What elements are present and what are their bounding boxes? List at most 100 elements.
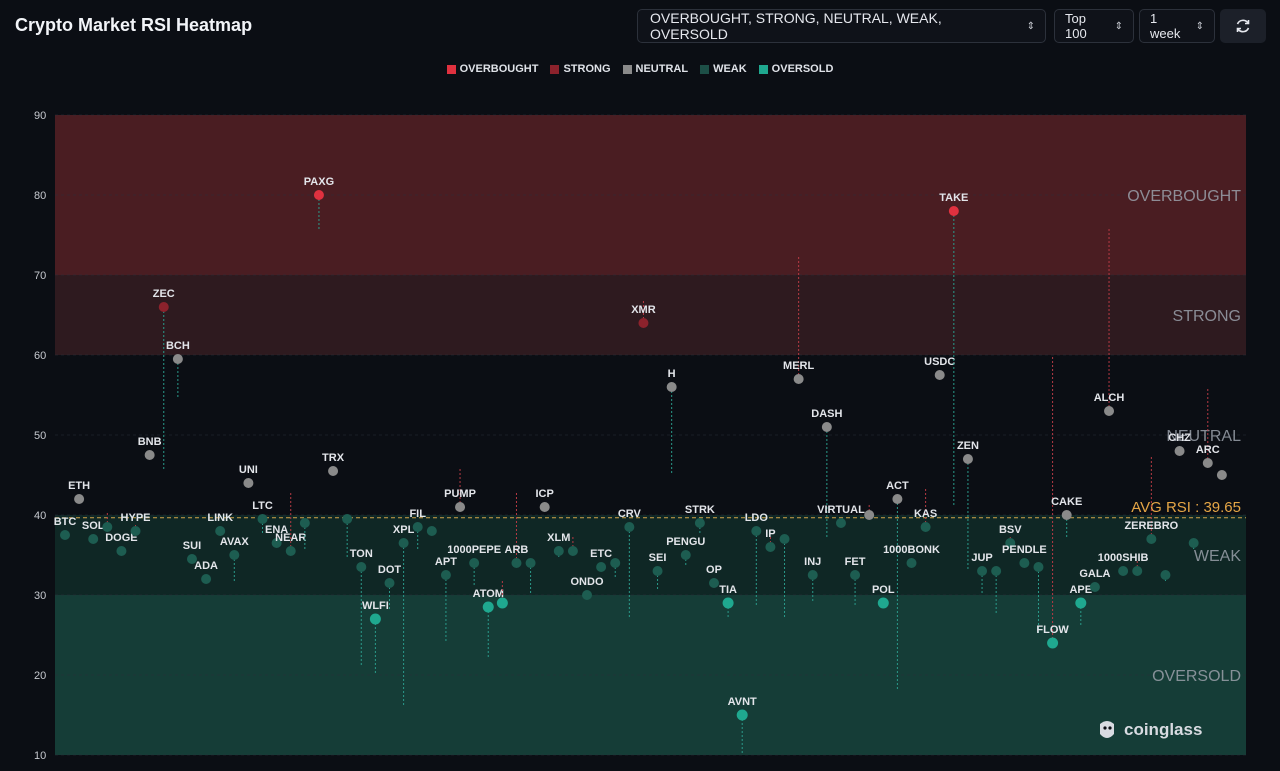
point-label-act: ACT	[886, 480, 909, 492]
point-dash	[821, 422, 832, 432]
point-jup	[977, 566, 988, 576]
rsi-filter-select[interactable]: OVERBOUGHT, STRONG, NEUTRAL, WEAK, OVERS…	[637, 9, 1046, 43]
point-label-eth: ETH	[68, 480, 90, 492]
point-label-ltc: LTC	[252, 500, 273, 512]
point-label-apt: APT	[435, 556, 457, 568]
point-label-zerebro: ZEREBRO	[1124, 520, 1178, 532]
point-label-ape: APE	[1069, 584, 1092, 596]
point-label-near: NEAR	[275, 532, 306, 544]
legend-item-oversold[interactable]: OVERSOLD	[758, 63, 834, 75]
zone-label-weak: WEAK	[1194, 548, 1241, 565]
point-label-bsv: BSV	[999, 524, 1022, 536]
point-trx2	[342, 514, 353, 524]
refresh-icon	[1236, 19, 1250, 33]
point-ena	[271, 538, 282, 548]
y-tick-label: 60	[34, 350, 46, 362]
zone-label-oversold: OVERSOLD	[1152, 668, 1241, 685]
point-xpl	[398, 538, 409, 548]
point-label-kas: KAS	[914, 508, 937, 520]
y-tick-label: 30	[34, 590, 46, 602]
point-zen	[962, 454, 973, 464]
point-label-xlm: XLM	[547, 532, 570, 544]
legend-label: WEAK	[713, 63, 747, 75]
point-trx	[328, 466, 339, 476]
point-btc	[60, 530, 70, 540]
point-label-jup: JUP	[971, 552, 992, 564]
point-label-chz: CHZ	[1168, 432, 1191, 444]
point-label-ton: TON	[350, 548, 373, 560]
point-sei	[652, 566, 663, 576]
legend-swatch	[446, 64, 456, 74]
point-tia	[722, 597, 734, 609]
point-label-sei: SEI	[649, 552, 667, 564]
refresh-button[interactable]	[1220, 9, 1266, 43]
point-label-flow: FLOW	[1036, 624, 1069, 636]
y-tick-label: 90	[34, 110, 46, 122]
legend-item-strong[interactable]: STRONG	[550, 63, 611, 75]
point-label-arc: ARC	[1196, 444, 1220, 456]
legend-label: OVERBOUGHT	[459, 63, 539, 75]
point-label-inj: INJ	[804, 556, 821, 568]
point-label-trx: TRX	[322, 452, 345, 464]
top-n-value: Top 100	[1065, 11, 1087, 41]
point-label-sui: SUI	[183, 540, 201, 552]
point-zec	[158, 302, 169, 312]
point-label-pump: PUMP	[444, 488, 476, 500]
point-ip2	[779, 534, 790, 544]
point-usdc	[934, 370, 945, 380]
coinglass-watermark: coinglass	[1096, 718, 1202, 742]
point-crv	[624, 522, 635, 532]
point-label-paxg: PAXG	[304, 176, 334, 188]
legend-swatch	[758, 64, 768, 74]
zone-strong	[55, 275, 1246, 355]
point-label-xmr: XMR	[631, 304, 656, 316]
point-pendle	[1019, 558, 1030, 568]
point-gala	[1089, 582, 1100, 592]
point-label-dash: DASH	[811, 408, 842, 420]
point-merl	[793, 374, 804, 384]
point-label-hype: HYPE	[121, 512, 151, 524]
legend-label: STRONG	[563, 63, 611, 75]
point-label-take: TAKE	[939, 192, 968, 204]
point-label-bnb: BNB	[138, 436, 162, 448]
point-avnt	[736, 709, 748, 721]
y-tick-label: 10	[34, 750, 46, 762]
point-ada	[201, 574, 212, 584]
time-range-select[interactable]: 1 week ⇕	[1139, 9, 1215, 43]
point-ip	[765, 542, 776, 552]
point-label-1000pepe: 1000PEPE	[447, 544, 501, 556]
sort-chevron-icon: ⇕	[1114, 20, 1123, 32]
y-tick-label: 70	[34, 270, 46, 282]
legend-item-overbought[interactable]: OVERBOUGHT	[446, 63, 539, 75]
point-atom2	[496, 597, 508, 609]
point-h	[666, 382, 677, 392]
point-xlm	[553, 546, 564, 556]
point-label-arb: ARB	[505, 544, 529, 556]
top-n-select[interactable]: Top 100 ⇕	[1054, 9, 1134, 43]
legend-swatch	[700, 64, 710, 74]
point-label-usdc: USDC	[924, 356, 955, 368]
point-strk	[694, 518, 705, 528]
sort-chevron-icon: ⇕	[1195, 20, 1204, 32]
point-label-sol: SOL	[82, 520, 105, 532]
point-label-doge: DOGE	[105, 532, 137, 544]
point-fil2	[426, 526, 437, 536]
legend-swatch	[550, 64, 560, 74]
point-xmr	[638, 318, 649, 328]
point-label-uni: UNI	[239, 464, 258, 476]
legend-label: OVERSOLD	[771, 63, 834, 75]
point-1000shib	[1118, 566, 1129, 576]
point-cake	[1061, 510, 1072, 520]
point-label-merl: MERL	[783, 360, 814, 372]
legend-item-neutral[interactable]: NEUTRAL	[622, 63, 688, 75]
y-tick-label: 80	[34, 190, 46, 202]
point-label-zec: ZEC	[153, 288, 175, 300]
point-alch	[1104, 406, 1115, 416]
point-apt	[440, 570, 451, 580]
point-pengu	[680, 550, 691, 560]
point-wlfi	[369, 613, 381, 625]
point-near	[285, 546, 296, 556]
point-arc2	[1216, 470, 1227, 480]
legend-item-weak[interactable]: WEAK	[700, 63, 747, 75]
point-ton	[356, 562, 367, 572]
